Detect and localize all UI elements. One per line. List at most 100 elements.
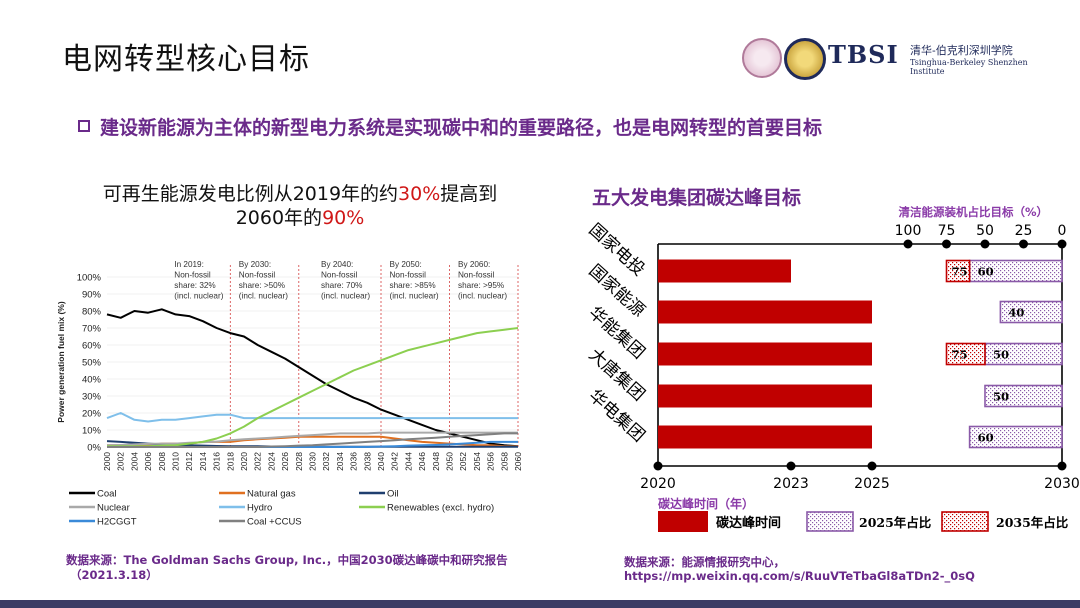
series-line-hydro: [106, 412, 518, 423]
milestone-annotation: By 2060:: [458, 260, 490, 269]
share-2025-label: 40: [1008, 306, 1024, 320]
x-tick-label: 2004: [129, 452, 139, 471]
x-tick-label: 2040: [376, 452, 386, 471]
milestone-annotation: (incl. nuclear): [321, 292, 370, 301]
page-subtitle: 建设新能源为主体的新型电力系统是实现碳中和的重要路径，也是电网转型的首要目标: [100, 117, 823, 139]
milestone-annotation: Non-fossil: [458, 271, 495, 280]
bottom-tick-dot: [1057, 461, 1067, 471]
right-chart-title: 五大发电集团碳达峰目标: [592, 187, 802, 209]
top-axis-label: 清洁能源装机占比目标（%）: [898, 205, 1048, 219]
top-tick-dot: [1019, 239, 1028, 249]
x-tick-label: 2022: [253, 452, 263, 471]
legend-label: Coal: [97, 489, 117, 500]
legend-label: 2035年占比: [996, 515, 1069, 530]
institute-logo: TBSI 清华-伯克利深圳学院 Tsinghua-Berkeley Shenzh…: [742, 38, 1042, 80]
x-tick-label: 2000: [102, 452, 112, 471]
top-tick-dot: [942, 239, 951, 249]
logo-institute-en: Tsinghua-Berkeley Shenzhen Institute: [910, 58, 1028, 76]
seal-icon: [742, 38, 782, 78]
legend-swatch-2035: [941, 511, 989, 532]
bottom-tick-label: 2025: [854, 476, 890, 492]
x-tick-label: 2044: [403, 452, 413, 471]
peak-year-bar: [658, 342, 872, 366]
share-2035-bar: [945, 342, 986, 366]
milestone-annotation: share: 32%: [174, 281, 215, 290]
milestone-annotation: (incl. nuclear): [239, 292, 288, 301]
top-tick-label: 25: [1015, 223, 1033, 239]
x-tick-label: 2020: [239, 452, 249, 471]
bottom-axis-label: 碳达峰时间（年）: [658, 496, 754, 511]
milestone-annotation: share: >85%: [390, 281, 436, 290]
left-title-mid: 提高到: [440, 183, 498, 205]
x-tick-label: 2060: [513, 452, 523, 471]
milestone-annotation: Non-fossil: [390, 271, 427, 280]
legend-label: Natural gas: [247, 489, 296, 500]
x-tick-label: 2014: [198, 452, 208, 471]
x-tick-label: 2058: [499, 452, 509, 471]
bottom-tick-dot: [653, 461, 663, 471]
share-2025-bar: [999, 300, 1063, 324]
y-axis-label: Power generation fuel mix (%): [56, 301, 66, 423]
peak-target-bar-chart: 清洁能源装机占比目标（%） 100 75 50 25 0 2020 2023 2025 2030 碳…: [585, 205, 1080, 532]
share-2035-label: 75: [952, 265, 968, 279]
bottom-tick-dot: [786, 461, 796, 471]
top-tick-dot: [903, 239, 913, 249]
top-tick-label: 75: [938, 223, 956, 239]
left-title-pre: 可再生能源发电比例从2019年的约: [102, 183, 399, 205]
legend-label: 2025年占比: [859, 515, 932, 530]
legend-label: Renewables (excl. hydro): [387, 503, 494, 514]
y-tick-label: 20%: [82, 409, 102, 420]
y-tick-label: 30%: [82, 392, 102, 403]
x-tick-label: 2026: [280, 452, 290, 471]
left-chart-title: 可再生能源发电比例从2019年的约30%提高到 2060年的90%: [60, 182, 540, 230]
top-tick-dot: [980, 239, 990, 249]
left-source-line1: 数据来源：The Goldman Sachs Group, Inc.，中国203…: [66, 553, 508, 567]
y-tick-label: 0%: [87, 443, 101, 454]
y-tick-label: 40%: [82, 375, 102, 386]
top-tick-label: 0: [1058, 223, 1067, 239]
bottom-tick-label: 2020: [640, 476, 676, 492]
milestone-annotation: Non-fossil: [239, 271, 276, 280]
legend-label: H2CGGT: [97, 517, 137, 528]
x-tick-label: 2024: [266, 452, 276, 471]
y-tick-label: 80%: [82, 307, 102, 318]
peak-year-bar: [658, 384, 872, 408]
milestone-annotation: share: >50%: [239, 281, 285, 290]
page-title: 电网转型核心目标: [62, 42, 310, 77]
fuel-mix-line-chart: 0% 10% 20% 30% 40% 50% 60% 70% 80% 90% 100% 2000 200…: [56, 260, 523, 528]
x-tick-label: 2052: [458, 452, 468, 471]
x-tick-label: 2002: [116, 452, 126, 471]
milestone-annotation: (incl. nuclear): [390, 292, 439, 301]
legend-swatch-peak: [658, 511, 708, 532]
share-2025-bar: [968, 425, 1063, 449]
top-tick-label: 50: [976, 223, 994, 239]
share-2025-label: 60: [978, 431, 994, 445]
series-line-renewables-excl-hydro-: [107, 327, 519, 448]
peak-year-bar: [658, 300, 872, 324]
right-source-line2: https://mp.weixin.qq.com/s/RuuVTeTbaGl8a…: [624, 569, 975, 583]
x-tick-label: 2048: [431, 452, 441, 471]
milestone-annotation: By 2040:: [321, 260, 353, 269]
x-tick-label: 2054: [472, 452, 482, 471]
x-tick-label: 2036: [349, 452, 359, 471]
milestone-annotation: (incl. nuclear): [174, 292, 223, 301]
y-tick-label: 60%: [82, 341, 102, 352]
x-tick-label: 2038: [362, 452, 372, 471]
x-tick-label: 2030: [308, 452, 318, 471]
logo-tbsi: TBSI: [828, 40, 899, 69]
milestone-annotation: In 2019:: [174, 260, 204, 269]
peak-year-bar: [658, 259, 791, 283]
share-2035-bar: [945, 259, 971, 283]
x-tick-label: 2028: [294, 452, 304, 471]
square-bullet-icon: [78, 120, 90, 132]
peak-year-bar: [658, 425, 872, 449]
y-tick-label: 10%: [82, 426, 102, 437]
x-tick-label: 2012: [184, 452, 194, 471]
share-2035-label: 75: [952, 348, 968, 362]
share-2025-label: 60: [978, 265, 994, 279]
x-tick-label: 2050: [445, 452, 455, 471]
x-tick-label: 2056: [486, 452, 496, 471]
y-tick-label: 70%: [82, 324, 102, 335]
x-tick-label: 2018: [225, 452, 235, 471]
left-title-pre2: 2060年的: [235, 207, 323, 229]
